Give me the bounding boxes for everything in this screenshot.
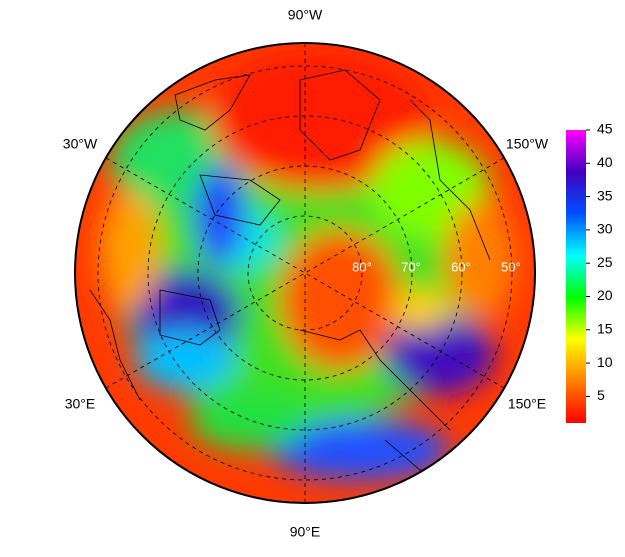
colorbar-tick-label: 20 (597, 287, 613, 303)
lat-label: 50° (501, 259, 521, 274)
lon-label: 150°W (506, 136, 549, 152)
colorbar-tick-label: 5 (597, 387, 605, 403)
colorbar-tick-label: 40 (597, 154, 613, 170)
lat-label: 80° (352, 259, 372, 274)
lat-label: 60° (451, 259, 471, 274)
map-field (75, 43, 535, 503)
colorbar-tick-label: 35 (597, 187, 613, 203)
map-border (74, 42, 536, 504)
lon-label: 30°W (63, 136, 98, 152)
lon-label: 150°E (508, 396, 546, 412)
colorbar-tick-label: 45 (597, 121, 613, 137)
colorbar-tick-label: 10 (597, 354, 613, 370)
colorbar-tick-label: 30 (597, 221, 613, 237)
lat-label: 70° (401, 259, 421, 274)
colorbar-tick-label: 25 (597, 254, 613, 270)
colorbar (566, 130, 586, 423)
lon-label: 30°E (65, 396, 96, 412)
lon-label: 90°E (290, 524, 321, 540)
colorbar-tick-label: 15 (597, 320, 613, 336)
lon-label: 90°W (288, 7, 323, 23)
